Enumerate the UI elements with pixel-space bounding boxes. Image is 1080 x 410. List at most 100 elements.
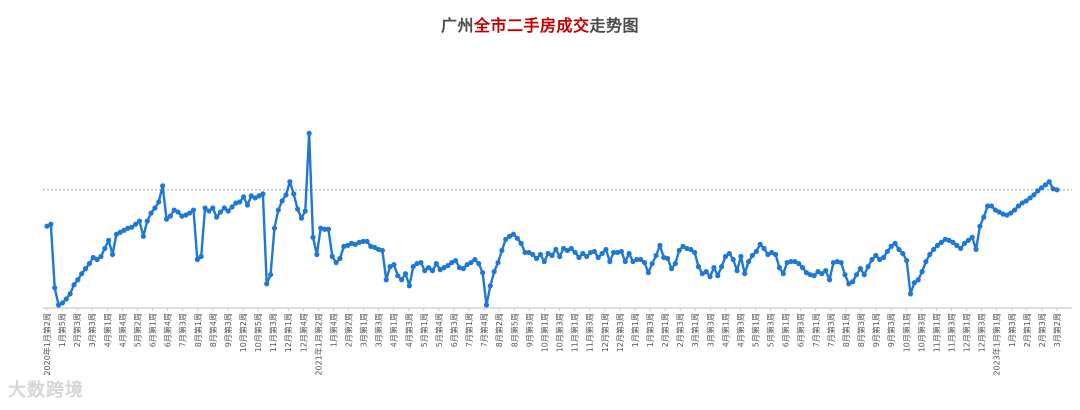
data-point xyxy=(337,255,343,262)
data-point xyxy=(310,234,316,240)
x-tick-label: 1月第5周 xyxy=(57,313,67,347)
data-point xyxy=(776,265,783,271)
data-point xyxy=(503,236,509,242)
x-tick-label: 10月第1周 xyxy=(539,313,549,352)
data-point xyxy=(560,245,567,252)
data-point xyxy=(645,270,651,276)
data-point xyxy=(190,207,197,213)
data-point xyxy=(676,247,682,254)
x-tick-label: 6月第3周 xyxy=(796,313,806,347)
data-point xyxy=(79,271,85,277)
data-point xyxy=(572,249,578,256)
data-point xyxy=(237,199,243,205)
x-tick-label: 12月第1周 xyxy=(283,313,293,352)
data-point xyxy=(44,223,50,229)
series-line xyxy=(46,132,1058,307)
data-point xyxy=(946,237,952,243)
data-point xyxy=(260,191,266,197)
data-point xyxy=(719,264,725,270)
x-tick-label: 2月第3周 xyxy=(1037,313,1047,347)
data-point xyxy=(1004,212,1010,218)
data-point xyxy=(985,203,991,209)
chart-title-highlight: 全市二手房成交 xyxy=(473,16,590,35)
data-point xyxy=(75,277,81,283)
data-point xyxy=(657,242,663,248)
data-point xyxy=(934,242,941,248)
data-point xyxy=(665,255,671,262)
data-point xyxy=(437,267,443,273)
data-point xyxy=(217,209,224,215)
x-tick-label: 7月第3周 xyxy=(826,313,836,347)
data-point xyxy=(518,240,524,246)
data-point xyxy=(969,234,975,240)
data-point xyxy=(981,214,987,220)
x-tick-label: 3月第1周 xyxy=(359,313,369,347)
x-tick-label: 9月第3周 xyxy=(886,313,896,347)
x-tick-label: 8月第1周 xyxy=(193,313,203,347)
data-point xyxy=(599,250,605,257)
x-tick-label: 12月第3周 xyxy=(977,313,987,352)
data-point xyxy=(746,258,752,265)
data-point xyxy=(171,207,177,213)
data-point xyxy=(379,247,385,254)
data-point xyxy=(59,300,66,306)
x-tick-label: 8月第5周 xyxy=(509,313,519,347)
x-tick-label: 11月第3周 xyxy=(946,313,956,352)
x-tick-label: 8月第2周 xyxy=(494,313,504,347)
data-point xyxy=(761,245,767,252)
data-point xyxy=(345,242,351,248)
data-point xyxy=(445,262,451,269)
x-tick-label: 9月第3周 xyxy=(524,313,534,347)
data-point xyxy=(90,254,96,261)
data-point xyxy=(1027,195,1033,201)
x-tick-label: 7月第1周 xyxy=(464,313,474,347)
data-point xyxy=(225,208,231,214)
watermark-logo: 大数跨境 xyxy=(8,376,84,402)
data-point xyxy=(275,207,281,213)
data-point xyxy=(749,252,756,259)
data-point xyxy=(869,256,875,263)
data-point xyxy=(241,194,247,200)
data-point xyxy=(907,291,914,297)
data-point xyxy=(861,272,867,278)
data-point xyxy=(244,202,251,208)
data-point xyxy=(584,253,590,260)
data-point xyxy=(826,277,833,283)
data-point xyxy=(333,259,339,266)
data-point xyxy=(919,269,925,275)
x-tick-label: 1月第1周 xyxy=(630,313,640,347)
data-point xyxy=(811,273,817,279)
data-point xyxy=(48,221,54,227)
data-point xyxy=(418,259,424,266)
data-point xyxy=(198,253,204,260)
x-tick-label: 6月第1周 xyxy=(148,313,158,347)
data-point xyxy=(163,216,170,222)
data-point xyxy=(302,208,308,214)
data-point xyxy=(911,280,917,286)
data-point xyxy=(441,265,447,271)
data-point xyxy=(167,213,173,219)
x-tick-label: 11月第3周 xyxy=(268,313,278,352)
x-tick-label: 2020年1月第2周 xyxy=(42,313,52,376)
data-point xyxy=(541,258,547,265)
data-point xyxy=(769,249,775,256)
data-point xyxy=(426,265,432,271)
x-tick-label: 2月第2周 xyxy=(343,313,353,347)
data-point xyxy=(464,261,470,268)
data-point xyxy=(206,208,212,214)
data-point xyxy=(988,203,995,209)
data-point xyxy=(133,221,139,227)
data-point xyxy=(291,191,297,197)
data-point xyxy=(580,250,586,257)
data-point xyxy=(460,266,466,272)
data-point xyxy=(487,283,493,289)
data-point xyxy=(626,250,632,257)
data-point xyxy=(927,251,933,258)
data-point xyxy=(52,285,58,291)
data-point xyxy=(880,254,887,261)
data-point xyxy=(325,226,332,232)
x-tick-label: 10月第3周 xyxy=(555,313,565,352)
data-point xyxy=(152,205,158,211)
data-point xyxy=(106,237,112,243)
data-point xyxy=(707,274,713,280)
